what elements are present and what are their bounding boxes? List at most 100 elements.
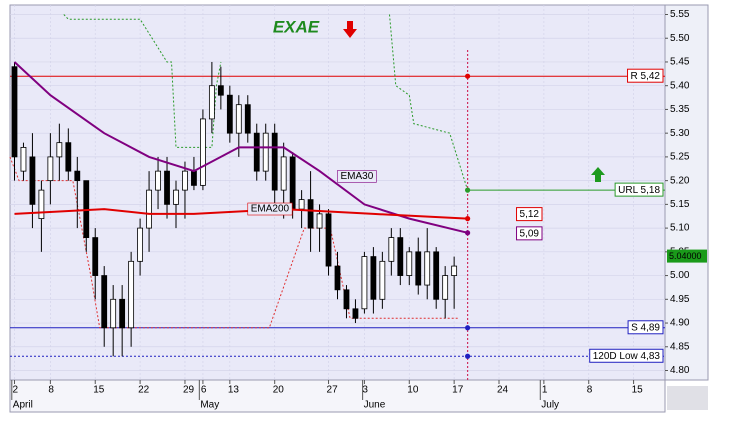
- candle-body: [128, 260, 135, 329]
- x-tick-label: 3: [362, 385, 368, 396]
- level-label-box: [627, 68, 664, 83]
- month-label: May: [200, 400, 219, 411]
- stop-line: [63, 14, 469, 191]
- level-label: URL 5,18: [618, 185, 660, 196]
- candle-body: [451, 265, 458, 276]
- candle-body: [343, 289, 350, 310]
- month-label: June: [364, 400, 386, 411]
- candle-body: [388, 237, 395, 262]
- candle-body: [65, 142, 72, 172]
- y-tick-label: 5.55: [670, 9, 690, 20]
- y-tick-label: 4.95: [670, 294, 690, 305]
- x-tick-label: 6: [201, 385, 207, 396]
- level-label-box: [627, 320, 664, 335]
- candle-body: [137, 227, 144, 262]
- y-tick-label: 5.20: [670, 175, 690, 186]
- last-price-label: 5.04000: [669, 251, 702, 261]
- candle-body: [298, 199, 305, 210]
- candle-body: [74, 170, 81, 182]
- candle-body: [235, 104, 242, 134]
- ema-value-label-box: [516, 207, 543, 222]
- y-tick-label: 5.25: [670, 152, 690, 163]
- candle-body: [164, 170, 170, 205]
- candle-body: [200, 118, 206, 186]
- chart-title: EXAE: [273, 17, 320, 36]
- x-tick-label: 2: [12, 385, 18, 396]
- signal-dot: [465, 230, 471, 236]
- candle-body: [307, 199, 314, 229]
- ema-line: [14, 208, 468, 220]
- candle-body: [406, 251, 413, 276]
- y-tick-label: 4.80: [670, 365, 690, 376]
- signal-dot: [465, 216, 471, 222]
- candle-body: [253, 132, 260, 172]
- plot-area: [9, 4, 666, 381]
- ema-name-label: EMA30: [341, 171, 374, 182]
- x-tick-label: 13: [228, 385, 240, 396]
- x-tick-label: 24: [497, 385, 509, 396]
- candle-body: [424, 251, 431, 286]
- signal-dot: [465, 353, 471, 359]
- candle-body: [47, 156, 54, 182]
- y-tick-label: 5.15: [670, 199, 690, 210]
- x-tick-label: 20: [273, 385, 285, 396]
- ema-value-label: 5,09: [520, 228, 540, 239]
- x-tick-label: 22: [138, 385, 150, 396]
- candle-body: [119, 298, 126, 329]
- candle-body: [155, 170, 161, 191]
- signal-dot: [465, 325, 471, 331]
- level-label-box: [589, 348, 664, 363]
- labels: 4.804.854.904.955.005.055.105.155.205.25…: [12, 9, 707, 411]
- y-tick-label: 4.90: [670, 318, 690, 329]
- candle-body: [217, 85, 224, 96]
- candle-body: [316, 213, 323, 229]
- y-tick-label: 5.30: [670, 128, 690, 139]
- candle-body: [289, 156, 296, 210]
- x-tick-label: 8: [48, 385, 54, 396]
- ema-value-label-box: [516, 226, 543, 241]
- level-label: R 5,42: [631, 71, 661, 82]
- x-tick-label: 1: [542, 385, 548, 396]
- candle-body: [370, 256, 377, 300]
- candle-body: [38, 189, 45, 220]
- x-axis-panel: [9, 379, 666, 413]
- y-axis-panel: [664, 4, 709, 381]
- ema-name-label: EMA200: [251, 204, 290, 215]
- x-tick-label: 10: [407, 385, 419, 396]
- candle-body: [101, 275, 108, 329]
- ema-name-box: [337, 170, 377, 183]
- corner-box: [667, 386, 708, 410]
- candle-body: [20, 147, 27, 172]
- candle-body: [226, 94, 233, 134]
- candle-body: [29, 156, 36, 205]
- y-tick-label: 5.40: [670, 80, 690, 91]
- candle-body: [271, 132, 278, 191]
- x-tick-label: 15: [632, 385, 644, 396]
- grid: [10, 5, 668, 400]
- candle-body: [173, 189, 179, 205]
- candle-body: [92, 237, 99, 276]
- level-label-box: [614, 182, 664, 197]
- x-tick-label: 8: [587, 385, 593, 396]
- ema-value-label: 5,12: [520, 209, 540, 220]
- level-label: 120D Low 4,83: [593, 351, 661, 362]
- x-tick-label: 15: [93, 385, 105, 396]
- candle-body: [280, 156, 287, 191]
- candle-body: [397, 237, 404, 276]
- level-label: S 4,89: [631, 322, 660, 333]
- plot: [9, 14, 665, 380]
- candle-body: [146, 189, 152, 229]
- signal-dot: [465, 187, 471, 193]
- candle-body: [352, 308, 359, 319]
- candle-body: [325, 213, 332, 267]
- y-tick-label: 5.10: [670, 223, 690, 234]
- x-tick-label: 17: [452, 385, 464, 396]
- candle-body: [442, 275, 449, 300]
- up-arrow: [591, 167, 605, 182]
- last-price-box: [667, 249, 707, 263]
- candle-body: [433, 251, 440, 300]
- month-label: July: [541, 400, 559, 411]
- candle-body: [262, 132, 269, 172]
- candle-body: [191, 170, 197, 186]
